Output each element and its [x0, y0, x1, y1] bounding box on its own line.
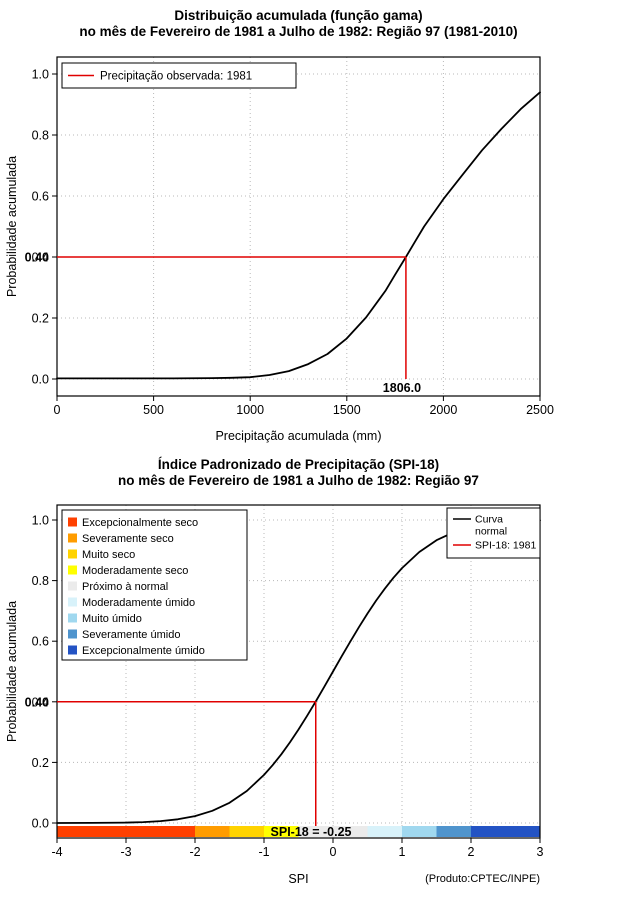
x-tick-label: 1 [399, 845, 406, 859]
chart-subtitle: no mês de Fevereiro de 1981 a Julho de 1… [79, 24, 517, 39]
category-swatch [68, 517, 77, 527]
category-label: Moderadamente seco [82, 565, 188, 577]
spi-category-band [229, 826, 264, 837]
y-tick-label: 1.0 [32, 68, 49, 82]
x-tick-label: 1000 [236, 403, 264, 417]
x-tick-label: -3 [120, 845, 131, 859]
chart-title: Distribuição acumulada (função gama) [174, 8, 422, 23]
plot-box [56, 504, 541, 839]
y-tick-label: 0.4 [32, 695, 49, 709]
x-tick-label: 0 [54, 403, 61, 417]
x-tick-label: -2 [189, 845, 200, 859]
legend-label: normal [475, 526, 507, 538]
plot-box [56, 56, 541, 397]
marker-value-label: SPI-18 = -0.25 [271, 825, 352, 839]
legend-label: Curva [475, 514, 503, 526]
y-tick-label: 0.0 [32, 817, 49, 831]
x-tick-label: 500 [143, 403, 164, 417]
legend-label: Precipitação observada: 1981 [100, 71, 252, 83]
y-tick-label: 0.6 [32, 635, 49, 649]
category-label: Moderadamente úmido [82, 597, 195, 609]
product-credit: (Produto:CPTEC/INPE) [425, 873, 540, 885]
chart-title: Índice Padronizado de Precipitação (SPI-… [158, 457, 439, 472]
chart-subtitle: no mês de Fevereiro de 1981 a Julho de 1… [118, 473, 479, 488]
category-swatch [68, 629, 77, 639]
spi-category-band [195, 826, 230, 837]
category-label: Excepcionalmente úmido [82, 645, 205, 657]
marker-value-label: 1806.0 [383, 381, 421, 395]
legend-box [61, 62, 297, 89]
x-tick-label: -1 [258, 845, 269, 859]
y-tick-label: 0.8 [32, 129, 49, 143]
category-label: Próximo à normal [82, 581, 168, 593]
category-swatch [68, 549, 77, 559]
category-label: Excepcionalmente seco [82, 517, 198, 529]
spi-category-band [402, 826, 437, 837]
y-tick-label: 0.2 [32, 312, 49, 326]
y-tick-label: 0.6 [32, 190, 49, 204]
gamma-cdf-curve [56, 91, 541, 380]
y-tick-label: 0.2 [32, 756, 49, 770]
category-swatch [68, 613, 77, 623]
category-swatch [68, 581, 77, 591]
x-tick-label: 2000 [429, 403, 457, 417]
marker-probability-label: 0.40 [25, 251, 49, 265]
y-tick-label: 0.4 [32, 251, 49, 265]
spi-category-band [57, 826, 195, 837]
x-tick-label: 0 [330, 845, 337, 859]
x-tick-label: 1500 [333, 403, 361, 417]
spi-category-band [436, 826, 471, 837]
gamma-cdf-chart: Distribuição acumulada (função gama)no m… [5, 8, 554, 443]
category-swatch [68, 597, 77, 607]
x-tick-label: 2500 [526, 403, 554, 417]
spi-category-band [298, 826, 368, 837]
x-tick-label: -4 [51, 845, 62, 859]
category-label: Severamente seco [82, 533, 174, 545]
y-tick-label: 1.0 [32, 514, 49, 528]
x-tick-label: 2 [468, 845, 475, 859]
x-tick-label: 3 [537, 845, 544, 859]
spi-category-band [471, 826, 540, 837]
normal-cdf-curve [56, 519, 541, 824]
y-axis-label: Probabilidade acumulada [5, 156, 19, 297]
category-swatch [68, 645, 77, 655]
category-swatch [68, 533, 77, 543]
legend-label: SPI-18: 1981 [475, 540, 536, 552]
y-tick-label: 0.8 [32, 574, 49, 588]
category-label: Severamente úmido [82, 629, 180, 641]
y-axis-label: Probabilidade acumulada [5, 601, 19, 742]
category-legend-box [61, 509, 248, 661]
line-legend-box [446, 507, 541, 559]
x-axis-label: SPI [288, 872, 308, 886]
category-swatch [68, 565, 77, 575]
spi-category-band [264, 826, 299, 837]
marker-probability-label: 0.40 [25, 695, 49, 709]
spi-category-band [367, 826, 402, 837]
category-label: Muito úmido [82, 613, 142, 625]
x-axis-label: Precipitação acumulada (mm) [215, 429, 381, 443]
spi-cdf-chart: Índice Padronizado de Precipitação (SPI-… [5, 457, 544, 886]
category-label: Muito seco [82, 549, 135, 561]
y-tick-label: 0.0 [32, 373, 49, 387]
